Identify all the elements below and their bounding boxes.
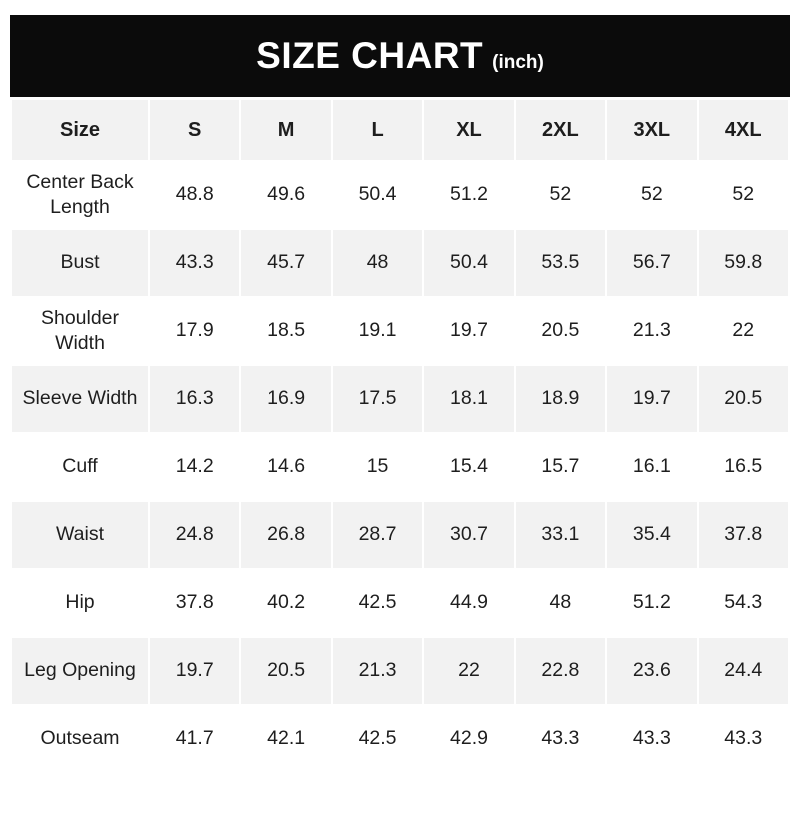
value-cell: 19.7 (607, 366, 697, 432)
value-cell: 56.7 (607, 230, 697, 296)
value-cell: 20.5 (698, 366, 788, 432)
value-cell: 28.7 (332, 502, 423, 568)
size-chart-banner: SIZE CHART (inch) (10, 15, 790, 97)
table-row: Cuff 14.2 14.6 15 15.4 15.7 16.1 16.5 (12, 434, 788, 500)
value-cell: 49.6 (241, 162, 331, 228)
value-cell: 35.4 (607, 502, 697, 568)
value-cell: 14.6 (241, 434, 331, 500)
value-cell: 37.8 (150, 570, 240, 636)
value-cell: 19.7 (424, 298, 514, 364)
value-cell: 52 (515, 162, 606, 228)
value-cell: 16.1 (607, 434, 697, 500)
size-chart-title: SIZE CHART (256, 35, 484, 76)
value-cell: 22.8 (515, 638, 606, 704)
value-cell: 17.9 (150, 298, 240, 364)
row-label: Leg Opening (12, 638, 148, 704)
value-cell: 30.7 (424, 502, 514, 568)
table-body: Center Back Length 48.8 49.6 50.4 51.2 52 52 52… (12, 162, 788, 772)
size-chart-table: Size S M L XL 2XL 3XL 4XL Center Back Length 48.… (10, 98, 790, 774)
column-header: M (241, 100, 331, 160)
value-cell: 20.5 (241, 638, 331, 704)
column-header: 2XL (515, 100, 606, 160)
value-cell: 43.3 (150, 230, 240, 296)
value-cell: 40.2 (241, 570, 331, 636)
value-cell: 37.8 (698, 502, 788, 568)
column-header: L (332, 100, 423, 160)
size-chart-unit-label: (inch) (492, 52, 544, 73)
row-label: Center Back Length (12, 162, 148, 228)
row-label: Outseam (12, 706, 148, 772)
value-cell: 53.5 (515, 230, 606, 296)
value-cell: 24.4 (698, 638, 788, 704)
value-cell: 45.7 (241, 230, 331, 296)
value-cell: 22 (698, 298, 788, 364)
value-cell: 43.3 (607, 706, 697, 772)
value-cell: 23.6 (607, 638, 697, 704)
value-cell: 15.7 (515, 434, 606, 500)
value-cell: 26.8 (241, 502, 331, 568)
value-cell: 54.3 (698, 570, 788, 636)
value-cell: 42.9 (424, 706, 514, 772)
value-cell: 48.8 (150, 162, 240, 228)
value-cell: 42.1 (241, 706, 331, 772)
table-row: Center Back Length 48.8 49.6 50.4 51.2 52 52 52 (12, 162, 788, 228)
row-label: Cuff (12, 434, 148, 500)
value-cell: 43.3 (698, 706, 788, 772)
column-header: XL (424, 100, 514, 160)
row-label: Shoulder Width (12, 298, 148, 364)
value-cell: 22 (424, 638, 514, 704)
table-row: Leg Opening 19.7 20.5 21.3 22 22.8 23.6 24.4 (12, 638, 788, 704)
value-cell: 41.7 (150, 706, 240, 772)
value-cell: 18.5 (241, 298, 331, 364)
value-cell: 19.7 (150, 638, 240, 704)
column-header: 3XL (607, 100, 697, 160)
value-cell: 33.1 (515, 502, 606, 568)
value-cell: 50.4 (424, 230, 514, 296)
row-label: Bust (12, 230, 148, 296)
value-cell: 44.9 (424, 570, 514, 636)
row-label: Hip (12, 570, 148, 636)
row-label: Waist (12, 502, 148, 568)
banner-text-group: SIZE CHART (inch) (256, 35, 544, 77)
value-cell: 16.5 (698, 434, 788, 500)
value-cell: 43.3 (515, 706, 606, 772)
value-cell: 16.9 (241, 366, 331, 432)
value-cell: 42.5 (332, 706, 423, 772)
value-cell: 21.3 (332, 638, 423, 704)
value-cell: 51.2 (424, 162, 514, 228)
value-cell: 48 (332, 230, 423, 296)
row-label: Sleeve Width (12, 366, 148, 432)
value-cell: 17.5 (332, 366, 423, 432)
column-header: S (150, 100, 240, 160)
value-cell: 15 (332, 434, 423, 500)
value-cell: 16.3 (150, 366, 240, 432)
table-row: Outseam 41.7 42.1 42.5 42.9 43.3 43.3 43.3 (12, 706, 788, 772)
value-cell: 19.1 (332, 298, 423, 364)
value-cell: 15.4 (424, 434, 514, 500)
table-row: Hip 37.8 40.2 42.5 44.9 48 51.2 54.3 (12, 570, 788, 636)
value-cell: 51.2 (607, 570, 697, 636)
header-row: Size S M L XL 2XL 3XL 4XL (12, 100, 788, 160)
value-cell: 24.8 (150, 502, 240, 568)
table-row: Shoulder Width 17.9 18.5 19.1 19.7 20.5 21.3 22 (12, 298, 788, 364)
value-cell: 48 (515, 570, 606, 636)
size-column-header: Size (12, 100, 148, 160)
table-row: Bust 43.3 45.7 48 50.4 53.5 56.7 59.8 (12, 230, 788, 296)
value-cell: 20.5 (515, 298, 606, 364)
table-row: Sleeve Width 16.3 16.9 17.5 18.1 18.9 19.7 20.5 (12, 366, 788, 432)
table-header: Size S M L XL 2XL 3XL 4XL (12, 100, 788, 160)
value-cell: 14.2 (150, 434, 240, 500)
column-header: 4XL (698, 100, 788, 160)
value-cell: 42.5 (332, 570, 423, 636)
value-cell: 18.9 (515, 366, 606, 432)
table-row: Waist 24.8 26.8 28.7 30.7 33.1 35.4 37.8 (12, 502, 788, 568)
value-cell: 52 (607, 162, 697, 228)
value-cell: 18.1 (424, 366, 514, 432)
value-cell: 52 (698, 162, 788, 228)
value-cell: 59.8 (698, 230, 788, 296)
value-cell: 21.3 (607, 298, 697, 364)
value-cell: 50.4 (332, 162, 423, 228)
